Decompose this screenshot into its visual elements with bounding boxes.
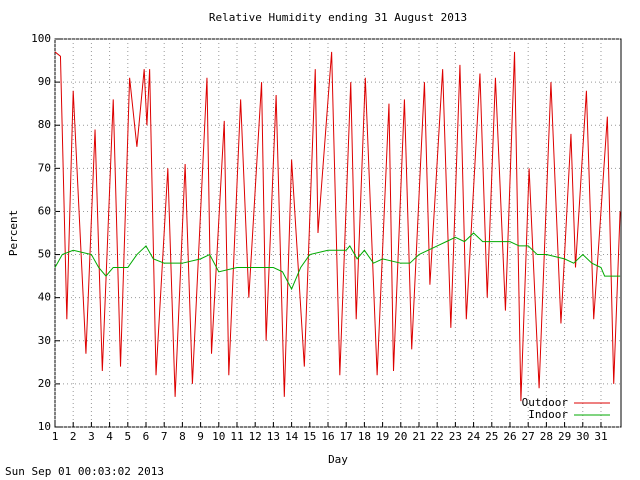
x-tick-label: 31 [594, 430, 607, 443]
y-axis-label: Percent [7, 210, 20, 256]
x-tick-label: 11 [230, 430, 243, 443]
x-tick-label: 24 [467, 430, 481, 443]
plot-frame [54, 38, 622, 428]
x-tick-label: 4 [106, 430, 113, 443]
y-tick-label: 80 [38, 118, 51, 131]
x-tick-label: 9 [197, 430, 204, 443]
x-tick-label: 14 [285, 430, 299, 443]
x-tick-label: 16 [321, 430, 334, 443]
x-tick-label: 21 [412, 430, 425, 443]
x-tick-label: 26 [503, 430, 516, 443]
x-tick-label: 13 [267, 430, 280, 443]
y-tick-label: 30 [38, 334, 51, 347]
x-tick-label: 3 [88, 430, 95, 443]
x-tick-label: 2 [70, 430, 77, 443]
x-tick-label: 27 [522, 430, 535, 443]
x-tick-label: 1 [52, 430, 59, 443]
legend-label: Outdoor [522, 396, 569, 409]
x-tick-label: 17 [340, 430, 353, 443]
x-tick-label: 8 [179, 430, 186, 443]
x-tick-label: 10 [212, 430, 225, 443]
x-tick-label: 15 [303, 430, 316, 443]
chart-title: Relative Humidity ending 31 August 2013 [209, 11, 467, 24]
footer: Sun Sep 01 00:03:02 2013 [5, 465, 164, 478]
x-tick-label: 18 [358, 430, 371, 443]
x-tick-label: 5 [124, 430, 131, 443]
x-tick-label: 12 [249, 430, 262, 443]
y-tick-label: 90 [38, 75, 51, 88]
x-tick-label: 6 [143, 430, 150, 443]
y-tick-label: 40 [38, 291, 51, 304]
x-axis-label: Day [328, 453, 348, 466]
y-tick-label: 50 [38, 248, 51, 261]
legend-label: Indoor [528, 408, 568, 421]
x-tick-label: 22 [431, 430, 444, 443]
x-tick-label: 30 [576, 430, 589, 443]
x-tick-label: 23 [449, 430, 462, 443]
series-line [54, 51, 621, 402]
x-tick-label: 7 [161, 430, 168, 443]
y-tick-label: 60 [38, 204, 51, 217]
x-tick-label: 29 [558, 430, 571, 443]
x-tick-label: 20 [394, 430, 407, 443]
x-tick-label: 28 [540, 430, 553, 443]
series-line [54, 232, 621, 291]
y-tick-label: 70 [38, 161, 51, 174]
y-tick-label: 20 [38, 377, 51, 390]
y-tick-label: 10 [38, 420, 51, 433]
x-tick-label: 19 [376, 430, 389, 443]
y-tick-label: 100 [31, 32, 51, 45]
x-tick-label: 25 [485, 430, 498, 443]
